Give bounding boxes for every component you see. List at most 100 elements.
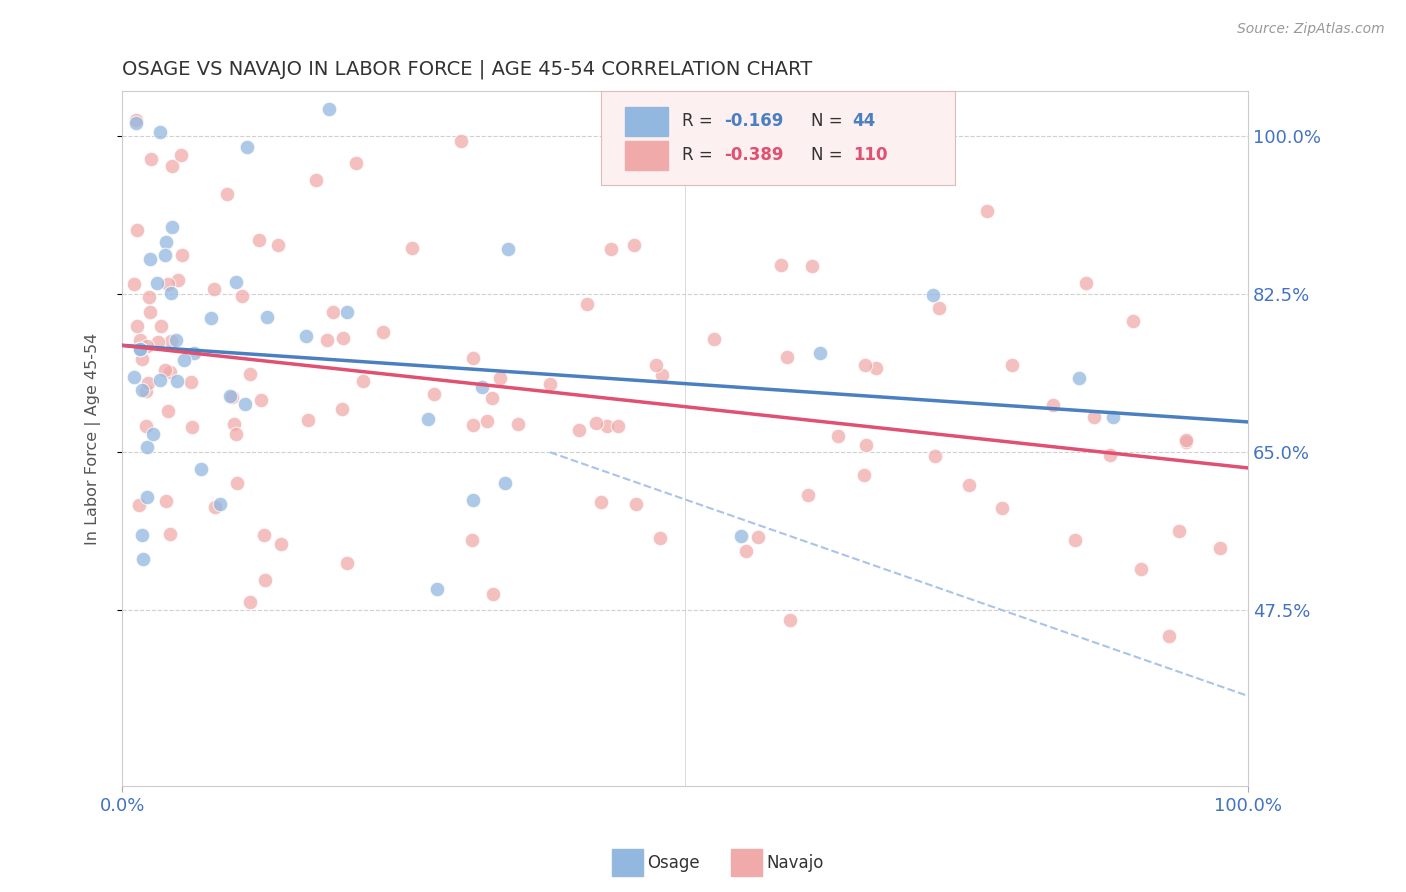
Text: -0.389: -0.389 <box>724 146 785 164</box>
Text: OSAGE VS NAVAJO IN LABOR FORCE | AGE 45-54 CORRELATION CHART: OSAGE VS NAVAJO IN LABOR FORCE | AGE 45-… <box>122 60 813 79</box>
Point <box>1101 409 1123 424</box>
Point <box>1074 276 1097 290</box>
Point <box>1122 314 1144 328</box>
Point <box>747 531 769 545</box>
Point <box>575 297 598 311</box>
Point <box>131 384 153 398</box>
Point <box>129 343 152 357</box>
Point <box>1042 398 1064 412</box>
Point <box>155 235 177 249</box>
Text: R =: R = <box>682 146 717 164</box>
Point <box>865 360 887 375</box>
Text: Navajo: Navajo <box>766 854 824 871</box>
Point <box>461 418 484 433</box>
Point <box>316 333 339 347</box>
Point <box>200 310 222 325</box>
Point <box>170 147 193 161</box>
Point <box>124 370 146 384</box>
Point <box>155 248 177 262</box>
Point <box>1130 562 1153 576</box>
FancyBboxPatch shape <box>600 91 955 185</box>
Point <box>827 429 849 443</box>
Point <box>226 476 249 491</box>
Point <box>180 420 202 434</box>
Point <box>225 275 247 289</box>
Point <box>568 423 591 437</box>
Point <box>294 329 316 343</box>
Point <box>254 573 277 587</box>
Point <box>157 277 180 291</box>
Point <box>991 501 1014 516</box>
Point <box>136 376 159 390</box>
Point <box>957 478 980 492</box>
Point <box>779 614 801 628</box>
Point <box>461 493 484 508</box>
Text: -0.169: -0.169 <box>724 112 783 130</box>
Point <box>215 186 238 201</box>
Point <box>538 376 561 391</box>
Point <box>730 529 752 543</box>
Point <box>1174 433 1197 447</box>
Point <box>160 285 183 300</box>
Point <box>149 125 172 139</box>
Point <box>162 159 184 173</box>
Point <box>135 490 157 504</box>
Point <box>506 417 529 431</box>
Point <box>170 248 193 262</box>
Point <box>159 365 181 379</box>
Point <box>735 544 758 558</box>
Point <box>1001 358 1024 372</box>
Point <box>239 595 262 609</box>
Point <box>1067 371 1090 385</box>
Text: 110: 110 <box>852 146 887 164</box>
Point <box>149 373 172 387</box>
Point <box>648 531 671 545</box>
Point <box>136 440 159 454</box>
Point <box>125 319 148 334</box>
Text: N =: N = <box>811 146 848 164</box>
Point <box>222 417 245 432</box>
Point <box>461 533 484 548</box>
Point <box>585 416 607 430</box>
Point <box>162 220 184 235</box>
Point <box>146 276 169 290</box>
Point <box>450 134 472 148</box>
Point <box>373 325 395 339</box>
Point <box>921 288 943 302</box>
Point <box>1159 629 1181 643</box>
Point <box>138 304 160 318</box>
Point <box>928 301 950 316</box>
Point <box>190 461 212 475</box>
Point <box>481 587 503 601</box>
Point <box>173 353 195 368</box>
Point <box>1083 410 1105 425</box>
Point <box>131 528 153 542</box>
Point <box>236 140 259 154</box>
Point <box>122 277 145 292</box>
Point <box>600 242 623 256</box>
Point <box>125 222 148 236</box>
Point <box>166 273 188 287</box>
Point <box>249 393 271 408</box>
Point <box>477 414 499 428</box>
Point <box>471 379 494 393</box>
Point <box>352 374 374 388</box>
Point <box>142 427 165 442</box>
Point <box>138 290 160 304</box>
Point <box>231 289 253 303</box>
Text: Osage: Osage <box>647 854 699 871</box>
Y-axis label: In Labor Force | Age 45-54: In Labor Force | Age 45-54 <box>86 333 101 545</box>
Text: N =: N = <box>811 112 848 130</box>
Point <box>1099 448 1122 462</box>
Point <box>270 537 292 551</box>
Point <box>150 319 173 334</box>
Point <box>135 384 157 398</box>
Bar <box>626 141 668 169</box>
Point <box>233 397 256 411</box>
Point <box>135 419 157 434</box>
Point <box>332 331 354 345</box>
Point <box>253 528 276 542</box>
Point <box>131 351 153 366</box>
Point <box>1209 541 1232 556</box>
Point <box>808 346 831 360</box>
